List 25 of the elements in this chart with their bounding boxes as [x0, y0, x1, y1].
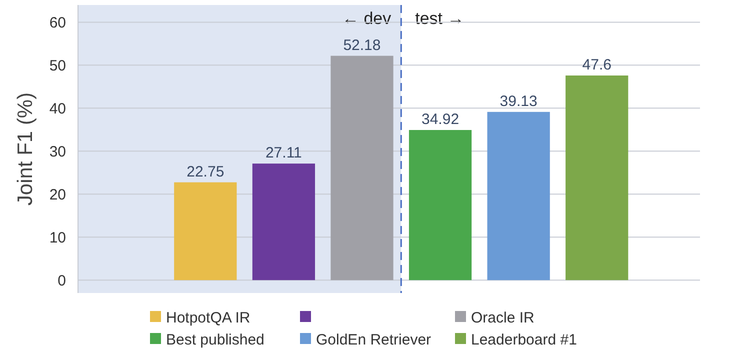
bar	[174, 182, 237, 280]
bar	[487, 112, 550, 280]
y-tick-label: 50	[49, 57, 66, 74]
data-label: 52.18	[343, 36, 381, 54]
y-tick-label: 60	[49, 14, 66, 32]
bar	[330, 56, 394, 280]
y-tick-label: 0	[58, 272, 66, 290]
data-label: 47.6	[582, 56, 612, 74]
data-label: 27.11	[265, 144, 302, 162]
legend-label: Best published	[166, 331, 264, 348]
y-tick-label: 40	[49, 100, 66, 118]
legend-label: Leaderboard #1	[471, 331, 577, 348]
y-axis-title: Joint F1 (%)	[14, 92, 37, 206]
bar	[408, 130, 472, 280]
data-label: 22.75	[186, 163, 224, 180]
data-label: 39.13	[500, 92, 538, 110]
y-tick-label: 20	[49, 186, 66, 204]
y-tick-label: 30	[49, 143, 66, 160]
legend-label: GoldEn Retriever	[316, 331, 432, 348]
data-label: 34.92	[422, 111, 460, 128]
bar	[252, 164, 316, 280]
legend-label: HotpotQA IR	[166, 309, 250, 326]
y-tick-label: 10	[49, 229, 66, 246]
bar	[566, 75, 628, 280]
legend-label: Oracle IR	[471, 309, 535, 326]
